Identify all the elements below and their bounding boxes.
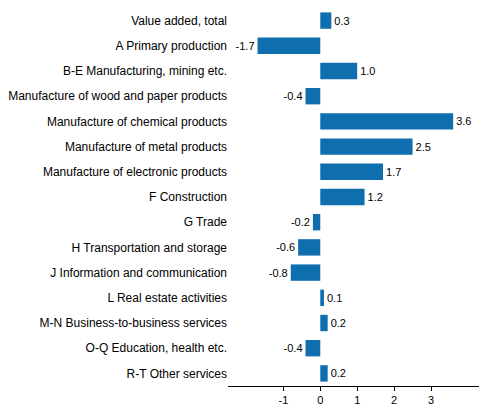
svg-text:2.5: 2.5 [416, 141, 431, 153]
svg-text:-0.6: -0.6 [276, 241, 295, 253]
svg-text:1.0: 1.0 [360, 65, 375, 77]
svg-text:1.7: 1.7 [386, 166, 401, 178]
svg-text:H Transportation and storage: H Transportation and storage [72, 241, 228, 255]
svg-text:L Real estate activities: L Real estate activities [107, 291, 227, 305]
svg-text:-0.4: -0.4 [284, 90, 303, 102]
svg-text:M-N Business-to-business servi: M-N Business-to-business services [40, 316, 227, 330]
svg-text:0.2: 0.2 [331, 367, 346, 379]
svg-text:Manufacture of wood and paper: Manufacture of wood and paper products [8, 89, 227, 103]
svg-text:O-Q Education, health etc.: O-Q Education, health etc. [86, 341, 227, 355]
svg-text:0: 0 [317, 394, 323, 406]
svg-text:R-T Other services: R-T Other services [127, 367, 227, 381]
svg-text:Manufacture of metal products: Manufacture of metal products [65, 140, 227, 154]
svg-text:Manufacture of electronic prod: Manufacture of electronic products [43, 165, 227, 179]
svg-text:-0.8: -0.8 [269, 267, 288, 279]
svg-text:3.6: 3.6 [456, 115, 471, 127]
svg-text:Manufacture of chemical produc: Manufacture of chemical products [47, 115, 227, 129]
svg-text:-0.2: -0.2 [291, 216, 310, 228]
svg-text:Value added, total: Value added, total [131, 14, 227, 28]
svg-text:-1: -1 [278, 394, 288, 406]
svg-text:1: 1 [354, 394, 360, 406]
svg-text:3: 3 [428, 394, 434, 406]
svg-text:-1.7: -1.7 [236, 40, 255, 52]
svg-text:0.2: 0.2 [331, 317, 346, 329]
svg-text:B-E Manufacturing, mining etc.: B-E Manufacturing, mining etc. [63, 64, 227, 78]
svg-text:J Information and communicatio: J Information and communication [50, 266, 227, 280]
svg-text:G Trade: G Trade [184, 215, 228, 229]
svg-text:-0.4: -0.4 [284, 342, 303, 354]
svg-text:0.3: 0.3 [334, 15, 349, 27]
svg-text:2: 2 [391, 394, 397, 406]
svg-text:F Construction: F Construction [149, 190, 227, 204]
svg-text:A Primary production: A Primary production [116, 39, 227, 53]
svg-text:1.2: 1.2 [368, 191, 383, 203]
svg-text:0.1: 0.1 [327, 292, 342, 304]
